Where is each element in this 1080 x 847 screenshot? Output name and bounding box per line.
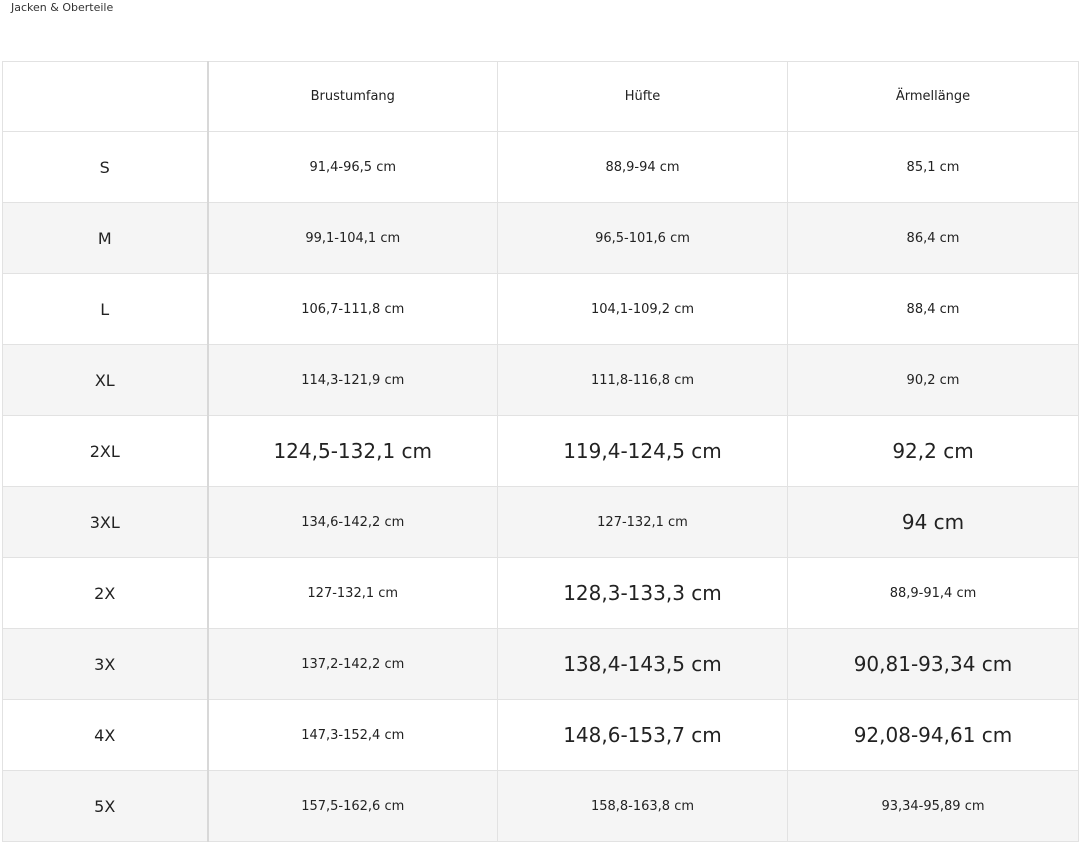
measurement-cell: 86,4 cm xyxy=(787,202,1079,274)
measurement-cell: 88,4 cm xyxy=(787,273,1079,345)
column-header: Hüfte xyxy=(497,61,788,132)
table-row: 4X 147,3-152,4 cm 148,6-153,7 cm 92,08-94,6… xyxy=(2,699,1079,771)
measurement-cell: 148,6-153,7 cm xyxy=(497,699,788,771)
size-label: XL xyxy=(2,344,209,416)
page-title: Jacken & Oberteile xyxy=(11,1,114,14)
table-body: S 91,4-96,5 cm 88,9-94 cm 85,1 cm M 99,1-104,… xyxy=(2,131,1079,842)
table-row: 2X 127-132,1 cm 128,3-133,3 cm 88,9-91,4 cm xyxy=(2,557,1079,629)
measurement-cell: 147,3-152,4 cm xyxy=(207,699,498,771)
size-label: M xyxy=(2,202,209,274)
table-row: S 91,4-96,5 cm 88,9-94 cm 85,1 cm xyxy=(2,131,1079,203)
table-row: 5X 157,5-162,6 cm 158,8-163,8 cm 93,34-95,8… xyxy=(2,770,1079,842)
table-row: M 99,1-104,1 cm 96,5-101,6 cm 86,4 cm xyxy=(2,202,1079,274)
measurement-cell: 158,8-163,8 cm xyxy=(497,770,788,842)
measurement-cell: 96,5-101,6 cm xyxy=(497,202,788,274)
size-label: 5X xyxy=(2,770,209,842)
size-table: Brustumfang Hüfte Ärmellänge S 91,4-96,5 cm… xyxy=(2,61,1079,842)
measurement-cell: 124,5-132,1 cm xyxy=(207,415,498,487)
table-row: 3XL 134,6-142,2 cm 127-132,1 cm 94 cm xyxy=(2,486,1079,558)
measurement-cell: 127-132,1 cm xyxy=(497,486,788,558)
measurement-cell: 111,8-116,8 cm xyxy=(497,344,788,416)
measurement-cell: 92,2 cm xyxy=(787,415,1079,487)
measurement-cell: 128,3-133,3 cm xyxy=(497,557,788,629)
measurement-cell: 157,5-162,6 cm xyxy=(207,770,498,842)
measurement-cell: 114,3-121,9 cm xyxy=(207,344,498,416)
table-row: 3X 137,2-142,2 cm 138,4-143,5 cm 90,81-93,3… xyxy=(2,628,1079,700)
size-label: L xyxy=(2,273,209,345)
measurement-cell: 104,1-109,2 cm xyxy=(497,273,788,345)
measurement-cell: 88,9-94 cm xyxy=(497,131,788,203)
measurement-cell: 99,1-104,1 cm xyxy=(207,202,498,274)
size-label: 3X xyxy=(2,628,209,700)
measurement-cell: 106,7-111,8 cm xyxy=(207,273,498,345)
measurement-cell: 134,6-142,2 cm xyxy=(207,486,498,558)
measurement-cell: 119,4-124,5 cm xyxy=(497,415,788,487)
size-label: S xyxy=(2,131,209,203)
header-cell xyxy=(2,61,209,132)
measurement-cell: 127-132,1 cm xyxy=(207,557,498,629)
table-row: L 106,7-111,8 cm 104,1-109,2 cm 88,4 cm xyxy=(2,273,1079,345)
measurement-cell: 91,4-96,5 cm xyxy=(207,131,498,203)
size-label: 4X xyxy=(2,699,209,771)
column-header: Brustumfang xyxy=(207,61,498,132)
size-label: 3XL xyxy=(2,486,209,558)
measurement-cell: 138,4-143,5 cm xyxy=(497,628,788,700)
measurement-cell: 93,34-95,89 cm xyxy=(787,770,1079,842)
measurement-cell: 94 cm xyxy=(787,486,1079,558)
table-row: 2XL 124,5-132,1 cm 119,4-124,5 cm 92,2 cm xyxy=(2,415,1079,487)
table-row: XL 114,3-121,9 cm 111,8-116,8 cm 90,2 cm xyxy=(2,344,1079,416)
measurement-cell: 85,1 cm xyxy=(787,131,1079,203)
size-label: 2X xyxy=(2,557,209,629)
measurement-cell: 88,9-91,4 cm xyxy=(787,557,1079,629)
measurement-cell: 92,08-94,61 cm xyxy=(787,699,1079,771)
measurement-cell: 90,2 cm xyxy=(787,344,1079,416)
measurement-cell: 137,2-142,2 cm xyxy=(207,628,498,700)
column-header: Ärmellänge xyxy=(787,61,1079,132)
measurement-cell: 90,81-93,34 cm xyxy=(787,628,1079,700)
size-label: 2XL xyxy=(2,415,209,487)
header-row: Brustumfang Hüfte Ärmellänge xyxy=(2,61,1079,132)
